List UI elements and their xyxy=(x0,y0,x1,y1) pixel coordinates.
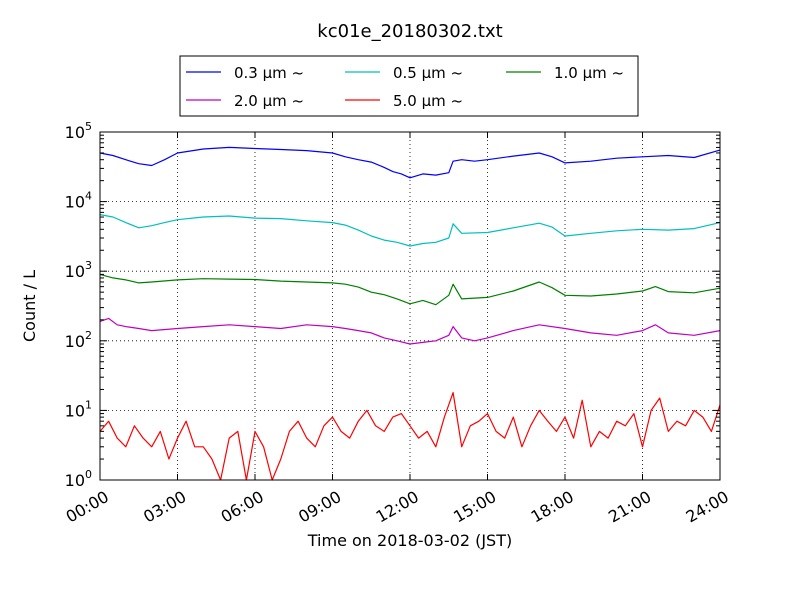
y-axis-label: Count / L xyxy=(20,270,39,342)
y-tick-label: 101 xyxy=(65,398,92,420)
series-line-4 xyxy=(99,317,721,345)
series-line-2 xyxy=(99,214,721,247)
series-layer xyxy=(99,146,721,481)
x-axis-label: Time on 2018-03-02 (JST) xyxy=(307,531,512,550)
ticks: 00:00 03:00 06:00 09:00 12:00 15:00 18:00 21:00… xyxy=(63,120,732,527)
series-line-5 xyxy=(99,392,721,481)
x-tick-label: 03:00 xyxy=(140,487,189,527)
x-tick-label: 15:00 xyxy=(450,487,499,527)
legend-label: 5.0 μm ~ xyxy=(393,92,463,110)
legend: 0.3 μm ~ 0.5 μm ~ 1.0 μm ~ 2.0 μm ~ 5.0 μm ~ xyxy=(179,55,639,117)
y-tick-label: 105 xyxy=(65,120,92,142)
legend-label: 0.3 μm ~ xyxy=(234,64,304,82)
y-tick-label: 104 xyxy=(65,190,92,212)
x-tick-label: 12:00 xyxy=(373,487,422,527)
series-line-1 xyxy=(99,146,721,179)
x-tick-label: 09:00 xyxy=(295,487,344,527)
legend-label: 0.5 μm ~ xyxy=(393,64,463,82)
chart-title: kc01e_20180302.txt xyxy=(317,21,502,42)
x-tick-label: 00:00 xyxy=(63,487,112,527)
x-tick-label: 06:00 xyxy=(218,487,267,527)
legend-label: 2.0 μm ~ xyxy=(234,92,304,110)
y-tick-label: 102 xyxy=(65,329,92,351)
series-line-3 xyxy=(99,273,721,306)
x-tick-label: 24:00 xyxy=(683,487,732,527)
y-tick-label: 100 xyxy=(65,468,92,490)
x-tick-label: 18:00 xyxy=(528,487,577,527)
y-tick-label: 103 xyxy=(65,259,92,281)
legend-label: 1.0 μm ~ xyxy=(554,64,624,82)
grid xyxy=(99,131,721,481)
x-tick-label: 21:00 xyxy=(605,487,654,527)
legend-box xyxy=(179,55,639,117)
